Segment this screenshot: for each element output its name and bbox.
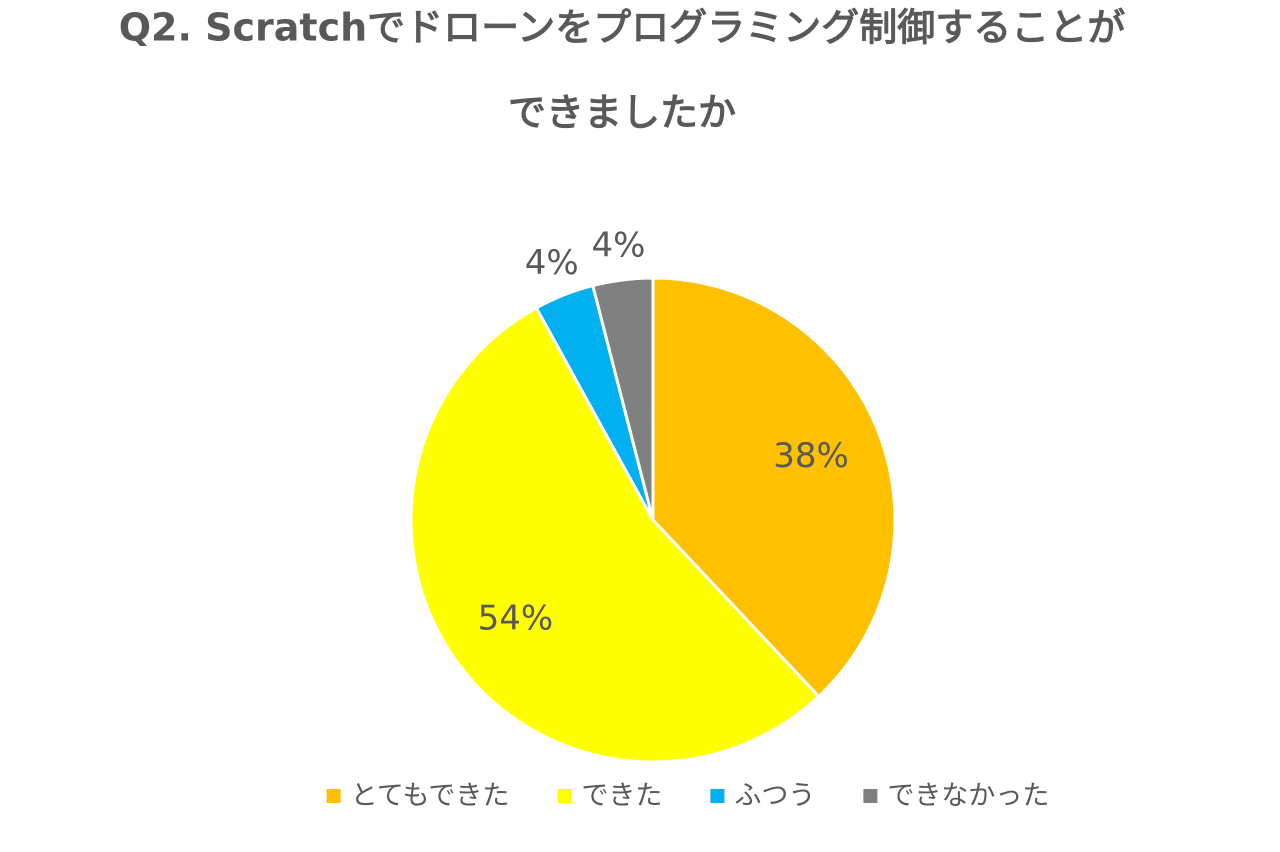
legend-label: できなかった [887,781,1049,812]
data-label: 4% [592,226,646,266]
legend-label: とてもできた [351,781,510,812]
data-label: 38% [773,436,849,476]
pie-slice [590,276,655,521]
legend-label: ふつう [734,781,815,812]
legend-label: できた [581,781,662,812]
data-label: 54% [478,598,554,638]
chart-title: Q2. Scratchでドローンをプログラミング制御することが [119,6,1126,50]
pie-slice [409,305,821,764]
legend-swatch [710,789,725,803]
legend-swatch [557,789,572,803]
data-label: 4% [525,243,579,283]
legend-swatch [863,789,878,803]
pie-slice [651,276,897,699]
legend-swatch [326,789,341,803]
chart-title: できましたか [508,91,736,135]
